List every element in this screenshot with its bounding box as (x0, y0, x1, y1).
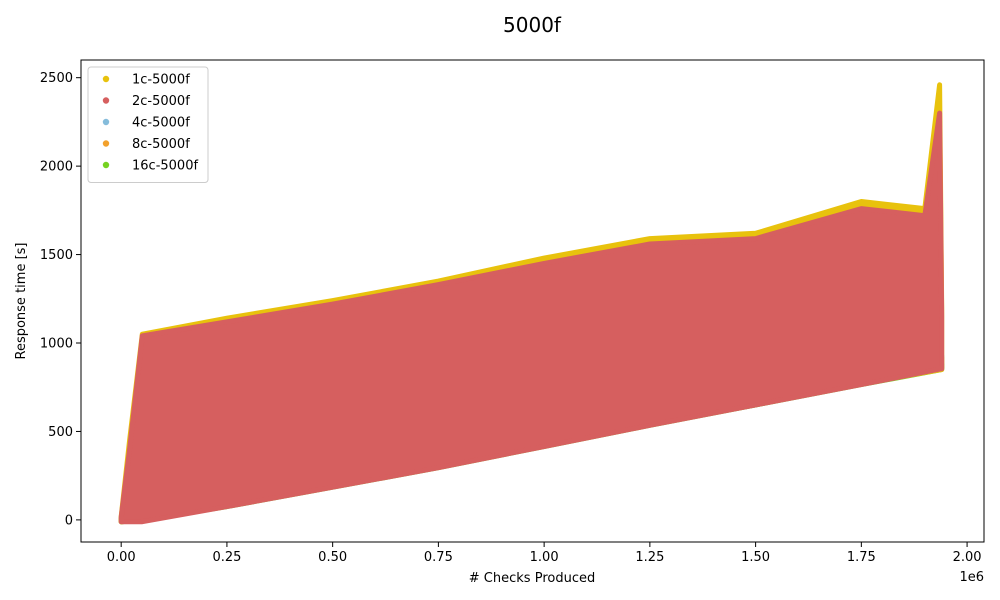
y-tick-label: 0 (65, 513, 73, 528)
x-axis: 0.00 0.25 0.50 0.75 1.00 1.25 1.50 1.75 2.00 (107, 542, 982, 565)
legend-label: 16c-5000f (132, 159, 198, 174)
legend-marker (102, 140, 110, 147)
x-axis-title: # Checks Produced (469, 571, 595, 586)
y-axis-title: Response time [s] (14, 243, 29, 360)
legend: 1c-5000f 2c-5000f 4c-5000f 8c-5000f 16c-5000… (87, 66, 209, 183)
x-offset-label: 1e6 (959, 570, 984, 585)
x-tick-label: 2.00 (953, 550, 982, 565)
legend-box (87, 66, 209, 183)
x-tick-label: 0.00 (107, 550, 136, 565)
y-tick-label: 2500 (40, 71, 73, 86)
legend-label: 1c-5000f (132, 73, 190, 88)
legend-label: 2c-5000f (132, 94, 190, 109)
legend-label: 4c-5000f (132, 116, 190, 131)
y-tick-label: 1000 (40, 337, 73, 352)
y-tick-label: 500 (48, 425, 73, 440)
plot-area (118, 82, 945, 525)
y-tick-label: 2000 (40, 160, 73, 175)
x-tick-label: 1.75 (847, 550, 876, 565)
y-tick-label: 1500 (40, 248, 73, 263)
x-tick-label: 1.50 (741, 550, 770, 565)
y-axis: 0 500 1000 1500 2000 2500 (40, 71, 81, 528)
x-tick-label: 0.75 (424, 550, 453, 565)
x-tick-label: 1.00 (530, 550, 559, 565)
chart-title: 5000f (503, 13, 562, 37)
x-tick-label: 0.25 (212, 550, 241, 565)
x-tick-label: 0.50 (318, 550, 347, 565)
series-band-2c-5000f (118, 110, 945, 525)
legend-marker (102, 161, 110, 169)
legend-marker (102, 118, 110, 126)
legend-marker (102, 75, 110, 83)
x-tick-label: 1.25 (635, 550, 664, 565)
plot-frame (80, 59, 985, 543)
legend-marker (102, 97, 110, 104)
legend-label: 8c-5000f (132, 137, 190, 152)
